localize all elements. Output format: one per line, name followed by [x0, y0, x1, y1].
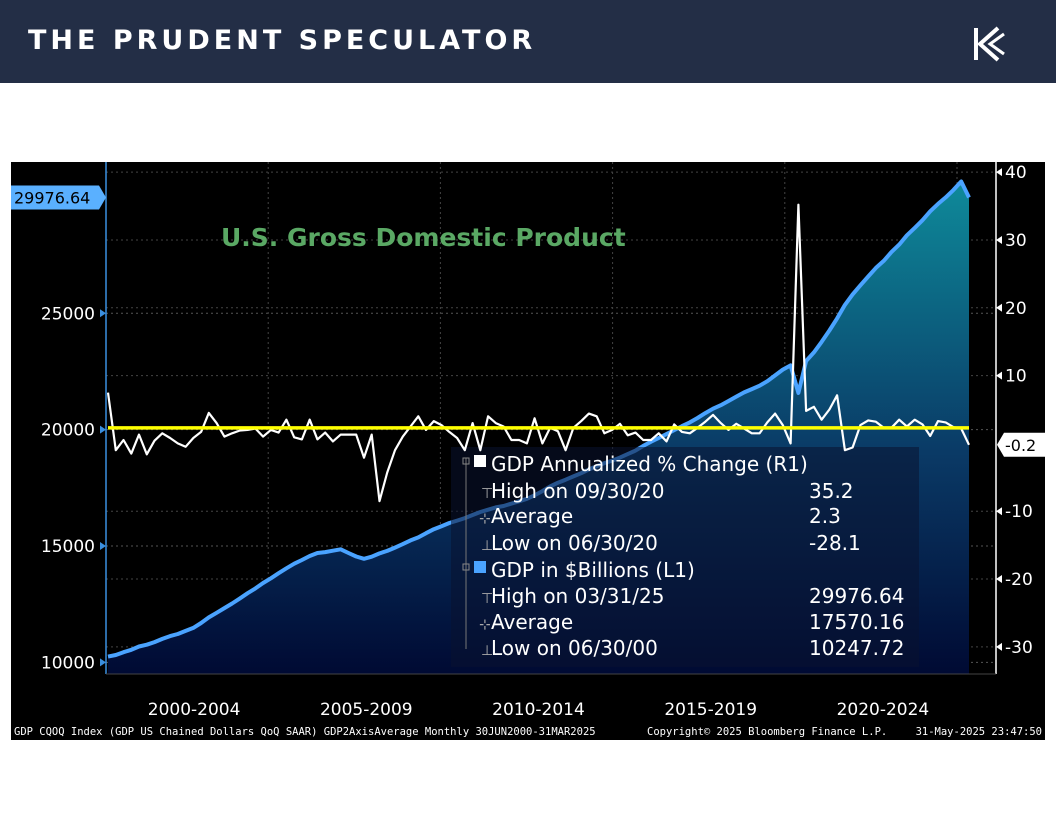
average-marker-icon: ⊹: [479, 617, 491, 633]
x-tick-label: 2010-2014: [492, 700, 585, 720]
legend-box: [451, 447, 919, 667]
high-marker-icon: ⊤: [481, 486, 493, 502]
right-axis-ticks: 40 30 20 10 -10 -20 -30: [996, 163, 1033, 658]
footer-source: GDP CQOQ Index (GDP US Chained Dollars Q…: [14, 726, 596, 738]
x-tick-label: 2020-2024: [837, 700, 930, 720]
legend-entries: GDP Annualized % Change (R1) ⊤ High on 0…: [462, 452, 904, 660]
legend-change-name: GDP Annualized % Change (R1): [491, 452, 808, 476]
legend-gdp-swatch: [474, 561, 486, 573]
right-tick-label: 10: [1005, 367, 1027, 387]
x-tick-label: 2000-2004: [148, 700, 241, 720]
tick-mark: [100, 425, 106, 434]
right-tick-label: -20: [1005, 570, 1033, 590]
chart-canvas: U.S. Gross Domestic Product GDP Annualiz…: [11, 162, 1045, 738]
tick-mark: [996, 507, 1002, 516]
tick-mark: [996, 642, 1002, 651]
brand-title: THE PRUDENT SPECULATOR: [28, 25, 537, 56]
tick-mark: [996, 235, 1002, 244]
legend-gdp-low-value: 10247.72: [809, 636, 904, 660]
x-axis-ticks: 2000-2004 2005-2009 2010-2014 2015-2019 2020…: [148, 700, 929, 720]
left-tick-label: 10000: [41, 653, 95, 673]
legend-gdp-high-value: 29976.64: [809, 584, 904, 608]
right-tick-label: -30: [1005, 638, 1033, 658]
high-marker-icon: ⊤: [481, 591, 493, 607]
right-tick-label: -10: [1005, 502, 1033, 522]
chart-title: U.S. Gross Domestic Product: [221, 223, 626, 252]
tick-mark: [100, 658, 106, 667]
tick-mark: [996, 575, 1002, 584]
right-tick-label: 40: [1005, 163, 1027, 183]
average-marker-icon: ⊹: [479, 511, 491, 527]
legend-gdp-name: GDP in $Billions (L1): [491, 558, 695, 582]
gdp-chart: U.S. Gross Domestic Product GDP Annualiz…: [11, 162, 1045, 740]
x-tick-label: 2005-2009: [320, 700, 413, 720]
right-last-value: -0.2: [1005, 436, 1036, 455]
tick-mark: [996, 303, 1002, 312]
right-last-value-tag: -0.2: [997, 432, 1045, 457]
left-last-value-tag: 29976.64: [11, 185, 106, 210]
legend-gdp-avg-value: 17570.16: [809, 610, 904, 634]
legend-change-avg-label: Average: [491, 504, 573, 528]
legend-change-low-label: Low on 06/30/20: [491, 531, 658, 555]
legend-gdp-high-label: High on 03/31/25: [491, 584, 664, 608]
x-tick-label: 2015-2019: [664, 700, 757, 720]
left-tick-label: 20000: [41, 421, 95, 441]
right-tick-label: 20: [1005, 299, 1027, 319]
legend-gdp-avg-label: Average: [491, 610, 573, 634]
tick-mark: [100, 542, 106, 550]
footer-timestamp: 31-May-2025 23:47:50: [916, 726, 1042, 738]
left-tick-label: 15000: [41, 537, 95, 557]
legend-gdp-low-label: Low on 06/30/00: [491, 636, 658, 660]
legend-change-high-label: High on 09/30/20: [491, 479, 664, 503]
legend-change-avg-value: 2.3: [809, 504, 841, 528]
legend-change-swatch: [474, 455, 486, 467]
left-last-value: 29976.64: [14, 188, 90, 207]
right-tick-label: 30: [1005, 231, 1027, 251]
low-marker-icon: ⊥: [481, 643, 493, 659]
left-axis-ticks: 25000 20000 15000 10000: [41, 304, 106, 673]
low-marker-icon: ⊥: [481, 538, 493, 554]
header-banner: THE PRUDENT SPECULATOR: [0, 0, 1056, 83]
left-tick-label: 25000: [41, 304, 95, 324]
legend-change-low-value: -28.1: [809, 531, 861, 555]
footer-copyright: Copyright© 2025 Bloomberg Finance L.P.: [647, 726, 887, 738]
legend-change-high-value: 35.2: [809, 479, 854, 503]
tick-mark: [996, 168, 1002, 177]
tick-mark: [996, 371, 1002, 380]
tick-mark: [100, 309, 106, 318]
stylized-k-logo-icon: [974, 26, 1005, 62]
